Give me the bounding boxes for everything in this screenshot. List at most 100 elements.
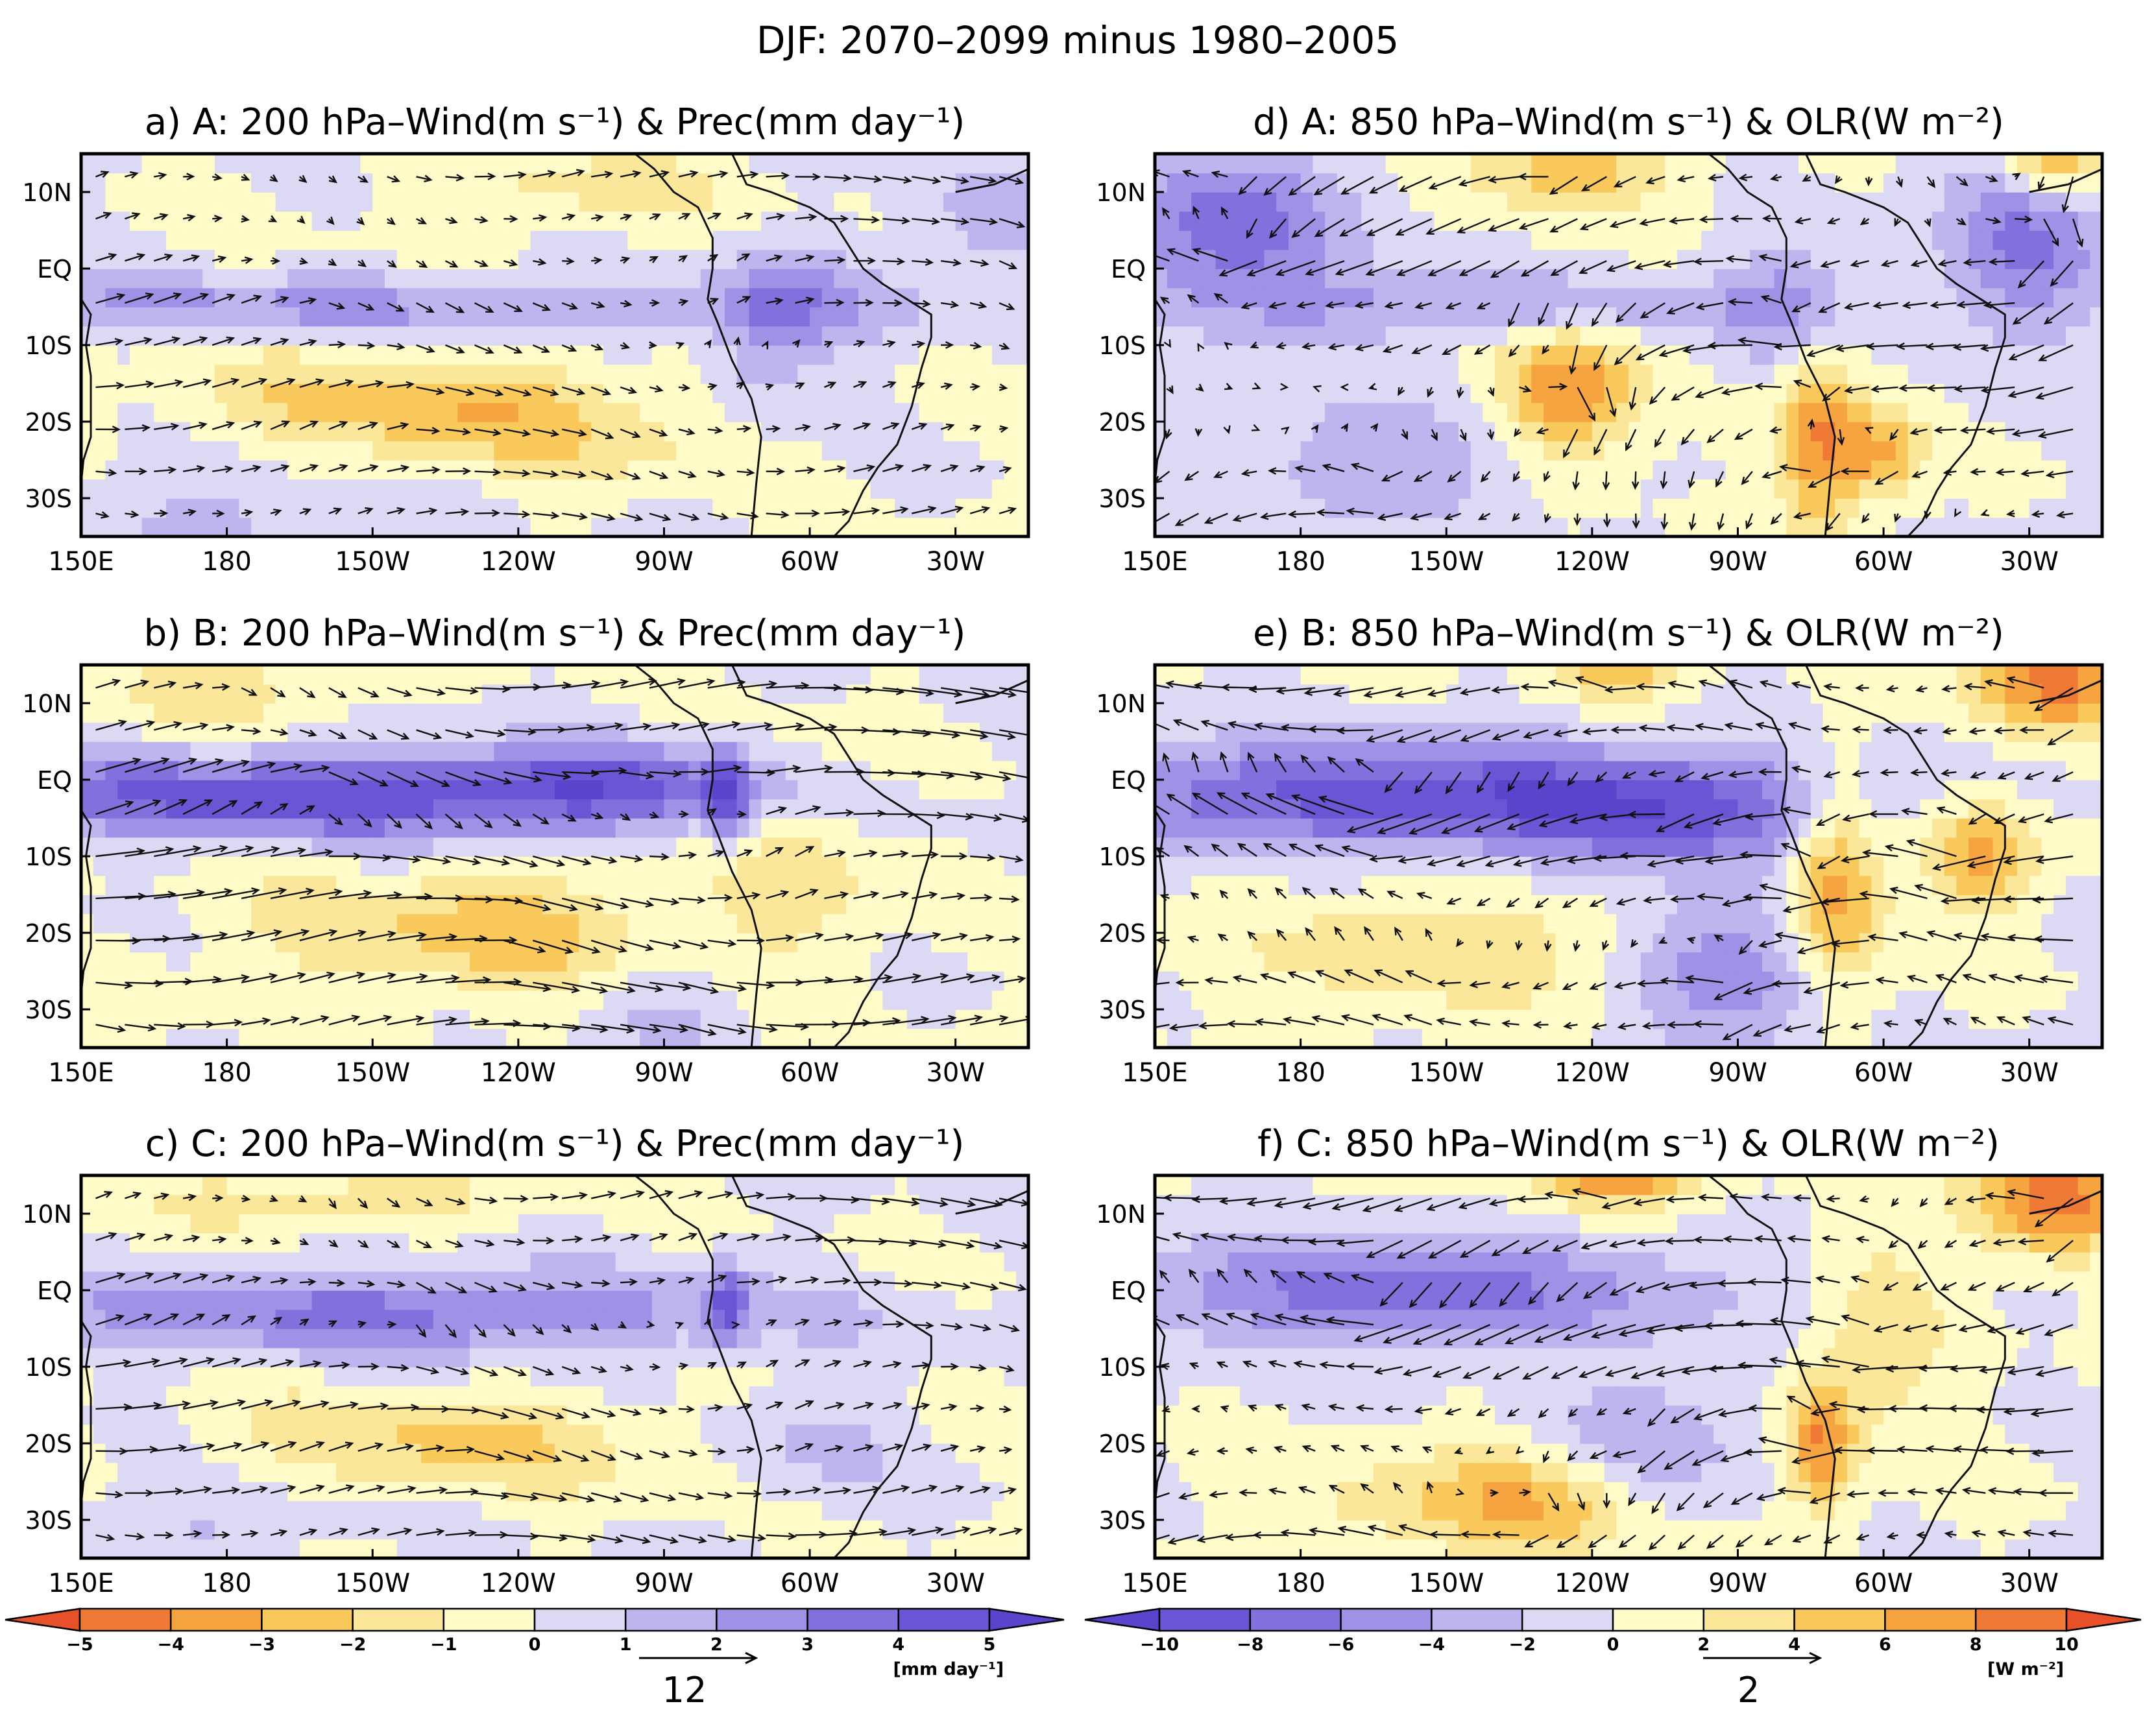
field-cell: [761, 722, 774, 742]
field-cell: [348, 1405, 361, 1425]
field-cell: [409, 1328, 422, 1349]
field-cell: [919, 665, 932, 685]
wind-arrow: [853, 257, 877, 265]
field-cell: [263, 741, 276, 762]
field-cell: [846, 211, 859, 231]
field-cell: [555, 1386, 568, 1406]
field-cell: [895, 875, 908, 895]
field-cell: [129, 1462, 143, 1482]
field-cell: [736, 1386, 750, 1406]
field-cell: [324, 665, 337, 685]
wind-arrow: [154, 466, 177, 474]
field-cell: [311, 307, 325, 327]
field-cell: [324, 799, 337, 819]
field-cell: [797, 1462, 810, 1482]
field-cell: [93, 1424, 106, 1444]
field-cell: [190, 154, 203, 174]
field-cell: [712, 1028, 725, 1048]
field-cell: [324, 895, 337, 915]
wind-arrow: [561, 897, 604, 911]
field-cell: [676, 460, 689, 480]
field-cell: [117, 517, 130, 536]
field-cell: [409, 722, 422, 742]
field-cell: [749, 1309, 762, 1329]
field-cell: [251, 1232, 264, 1253]
wind-arrow: [182, 465, 206, 473]
field-cell: [178, 211, 191, 231]
field-cell: [469, 1194, 483, 1214]
field-cell: [627, 345, 640, 365]
field-cell: [421, 154, 434, 174]
wind-arrow: [620, 386, 638, 394]
field-cell: [980, 799, 993, 819]
field-cell: [336, 269, 349, 289]
wind-arrow: [590, 512, 616, 522]
field-cell: [712, 402, 725, 422]
field-cell: [299, 517, 313, 536]
field-cell: [421, 287, 434, 307]
wind-arrow: [153, 213, 169, 221]
wind-arrow: [416, 344, 435, 354]
field-cell: [761, 1424, 774, 1444]
field-cell: [81, 211, 94, 231]
field-cell: [202, 952, 215, 972]
wind-arrow: [649, 981, 692, 991]
field-cell: [761, 192, 774, 212]
field-cell: [627, 1328, 640, 1349]
field-cell: [409, 913, 422, 933]
field-cell: [360, 517, 374, 536]
field-cell: [591, 326, 604, 346]
field-cell: [664, 1328, 677, 1349]
field-cell: [178, 230, 191, 250]
field-cell: [919, 971, 932, 991]
field-cell: [117, 1520, 130, 1540]
field-cell: [651, 722, 665, 742]
wind-arrow: [95, 757, 141, 773]
wind-arrow: [940, 176, 970, 184]
field-cell: [797, 498, 810, 518]
field-cell: [360, 1386, 374, 1406]
field-cell: [263, 1290, 276, 1310]
field-cell: [141, 422, 155, 442]
field-cell: [263, 154, 276, 174]
field-cell: [469, 895, 483, 915]
field-cell: [481, 326, 495, 346]
field-cell: [834, 326, 847, 346]
field-cell: [615, 1424, 629, 1444]
field-cell: [1004, 383, 1017, 403]
field-cell: [797, 364, 810, 384]
field-cell: [239, 895, 252, 915]
field-cell: [955, 517, 969, 536]
field-cell: [785, 1520, 799, 1540]
field-cell: [299, 1405, 313, 1425]
field-cell: [396, 364, 410, 384]
wind-arrow: [474, 173, 496, 180]
field-cell: [214, 1405, 228, 1425]
field-cell: [627, 269, 640, 289]
field-cell: [396, 971, 410, 991]
field-cell: [785, 1271, 799, 1291]
field-cell: [736, 856, 750, 876]
field-cell: [348, 875, 361, 895]
wind-arrow: [153, 336, 181, 346]
field-cell: [761, 875, 774, 895]
wind-arrow: [270, 1016, 300, 1026]
wind-arrow: [969, 301, 987, 309]
field-cell: [991, 249, 1005, 269]
field-cell: [372, 684, 385, 704]
field-cell: [481, 1520, 495, 1540]
field-cell: [1016, 1009, 1028, 1029]
field-cell: [749, 818, 762, 838]
field-cell: [239, 741, 252, 762]
field-cell: [105, 1367, 118, 1387]
field-cell: [797, 971, 810, 991]
field-cell: [494, 269, 507, 289]
field-cell: [846, 307, 859, 327]
field-cell: [445, 818, 459, 838]
field-cell: [736, 1462, 750, 1482]
field-cell: [882, 173, 895, 193]
field-cell: [688, 1539, 701, 1558]
field-cell: [348, 952, 361, 972]
field-cell: [566, 722, 580, 742]
field-cell: [202, 498, 215, 518]
